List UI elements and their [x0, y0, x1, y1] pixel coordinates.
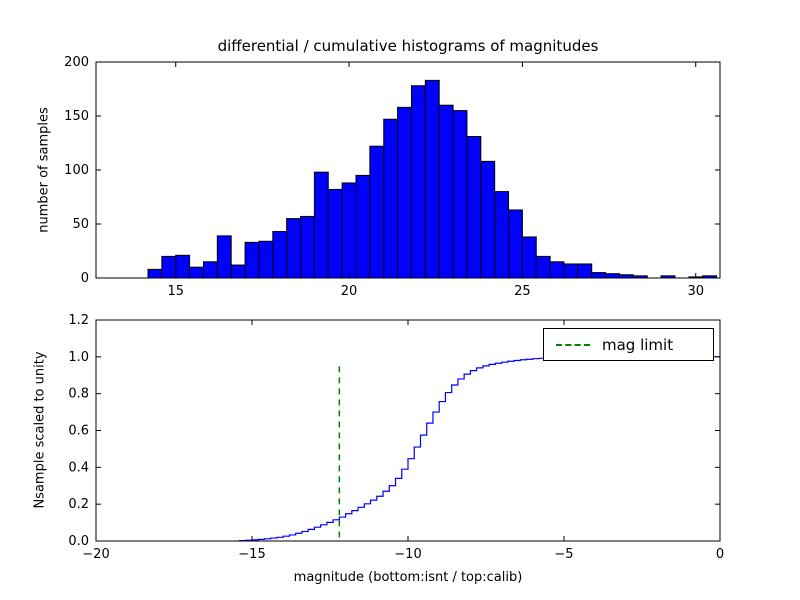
top-y-axis-label: number of samples	[36, 107, 52, 233]
x-tick-label: −20	[82, 547, 109, 562]
histogram-bar	[189, 266, 204, 279]
x-tick-label: 25	[514, 284, 531, 299]
histogram-bar	[410, 85, 426, 279]
histogram-bar	[424, 79, 440, 279]
histogram-bar	[161, 255, 177, 279]
histogram-bar	[494, 191, 510, 279]
histogram-bar	[202, 261, 218, 279]
histogram-bar	[230, 264, 246, 279]
y-tick-label: 1.2	[68, 313, 89, 328]
histogram-bar	[577, 263, 593, 279]
x-tick-label: −15	[238, 547, 265, 562]
y-tick-label: 0.0	[68, 534, 89, 549]
y-tick-label: 0.4	[68, 460, 89, 475]
y-tick-label: 100	[64, 163, 89, 178]
histogram-bar	[175, 254, 191, 279]
x-tick-label: 0	[716, 547, 724, 562]
y-tick-label: 0	[81, 271, 89, 286]
legend: mag limit	[543, 328, 714, 361]
y-tick-label: 1.0	[68, 350, 89, 365]
legend-label: mag limit	[602, 335, 674, 354]
cumulative-step-line	[238, 356, 720, 542]
histogram-bar	[369, 145, 385, 279]
x-tick-label: −10	[394, 547, 421, 562]
x-tick-label: 15	[167, 284, 184, 299]
histogram-bar	[272, 231, 288, 279]
chart-title: differential / cumulative histograms of …	[217, 37, 599, 55]
y-tick-label: 0.2	[68, 497, 89, 512]
dashed-line-icon	[556, 343, 590, 346]
histogram-bar	[549, 261, 565, 279]
histogram-bar	[397, 106, 412, 279]
histogram-bar	[452, 110, 468, 279]
y-tick-label: 150	[64, 109, 89, 124]
histogram-bar	[355, 174, 371, 279]
histogram-bar	[216, 235, 232, 279]
histogram-bar	[480, 160, 496, 279]
histogram-bar	[313, 171, 329, 279]
histogram-bar	[327, 188, 343, 279]
y-tick-label: 0.8	[68, 387, 89, 402]
x-tick-label: −5	[554, 547, 573, 562]
y-tick-label: 200	[64, 55, 89, 70]
histogram-bar	[438, 104, 454, 279]
histogram-bar	[244, 241, 260, 279]
histogram-bar	[521, 236, 537, 279]
x-tick-label: 30	[687, 284, 704, 299]
histogram-bar	[341, 182, 357, 279]
y-tick-label: 0.6	[68, 424, 89, 439]
x-tick-label: 20	[341, 284, 358, 299]
histogram-bar	[147, 268, 163, 279]
histogram-bar	[383, 118, 399, 279]
y-tick-label: 50	[72, 217, 89, 232]
histogram-bar	[286, 218, 302, 279]
x-axis-label: magnitude (bottom:isnt / top:calib)	[293, 570, 523, 585]
histogram-bar	[258, 240, 274, 279]
histogram-bar	[300, 215, 315, 279]
histogram-bar	[605, 273, 620, 279]
histogram-bar	[591, 272, 607, 279]
bottom-y-axis-label: Nsample scaled to unity	[32, 351, 48, 509]
histogram-bar	[563, 263, 579, 279]
histogram-bar	[508, 209, 523, 279]
histogram-bar	[466, 136, 482, 279]
histogram-bar	[535, 255, 551, 279]
